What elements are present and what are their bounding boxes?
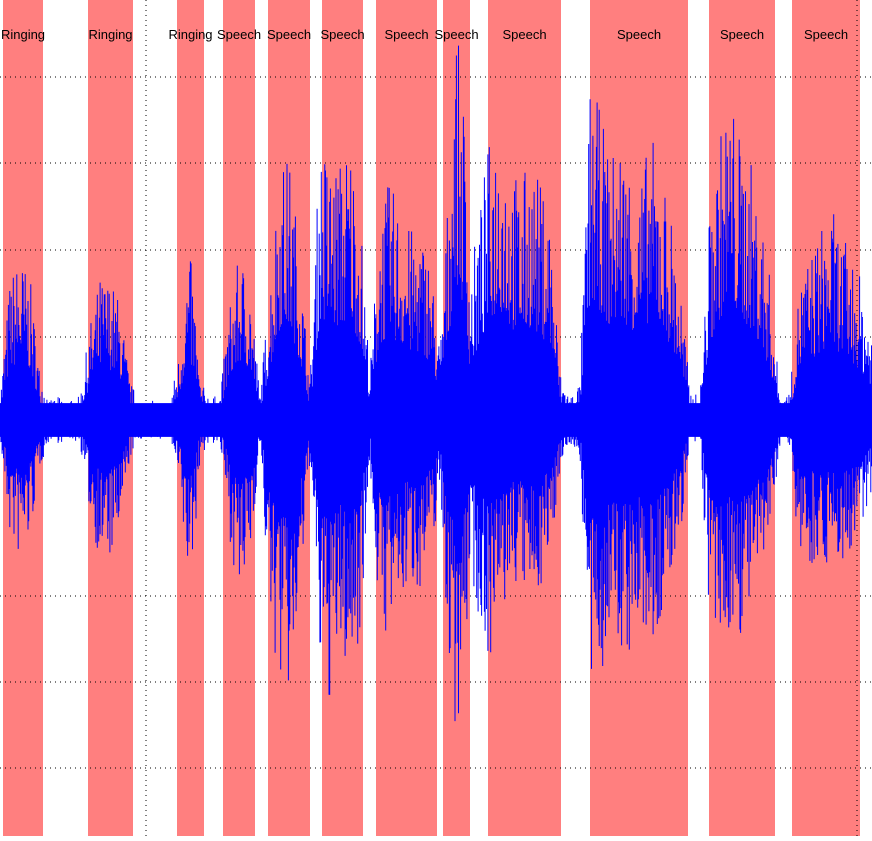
segment-label: Speech [617, 27, 661, 42]
segment-label: Speech [434, 27, 478, 42]
segment-label: Speech [267, 27, 311, 42]
segment-label: Ringing [88, 27, 132, 42]
segment-label: Ringing [1, 27, 45, 42]
segment-label: Ringing [168, 27, 212, 42]
segment-label: Speech [320, 27, 364, 42]
segment-label: Speech [720, 27, 764, 42]
waveform-layer [0, 45, 872, 722]
segment-labels-layer: Ringing Ringing Ringing Speech Speech Speech S… [1, 27, 848, 42]
segment-label: Speech [804, 27, 848, 42]
waveform-baseline-band [0, 403, 872, 437]
segment-label: Speech [217, 27, 261, 42]
segment-label: Speech [384, 27, 428, 42]
segment-label: Speech [502, 27, 546, 42]
